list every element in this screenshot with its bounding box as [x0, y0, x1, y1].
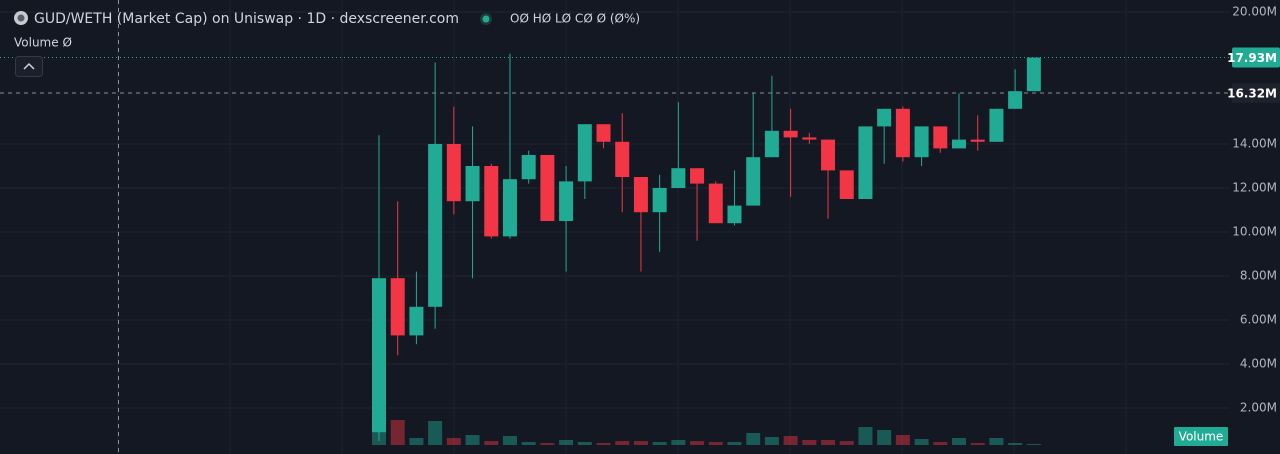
- candle-body: [895, 108, 910, 158]
- candle-body: [858, 126, 873, 199]
- volume-bar: [952, 438, 967, 445]
- chevron-up: [23, 62, 35, 70]
- candle-body: [446, 144, 461, 202]
- collapse-button[interactable]: [15, 56, 43, 77]
- crosshair-price-label: 16.32M: [1227, 86, 1277, 100]
- volume-bar: [1008, 443, 1023, 445]
- last-price-label: 17.93M: [1227, 51, 1277, 65]
- y-tick-label: 12.00M: [1232, 181, 1277, 195]
- volume-bar: [690, 441, 705, 445]
- candle-body: [914, 126, 929, 158]
- candle-body: [821, 139, 836, 171]
- volume-bar: [577, 442, 592, 445]
- chart-title: GUD/WETH (Market Cap) on Uniswap · 1D · …: [34, 11, 459, 27]
- volume-bar: [652, 442, 667, 445]
- volume-bar: [746, 433, 761, 445]
- candle-body: [521, 155, 536, 180]
- candle-body: [933, 126, 948, 149]
- candle-body: [559, 181, 574, 221]
- candle-body: [577, 124, 592, 182]
- volume-bar: [521, 442, 536, 445]
- candle-body: [708, 183, 723, 224]
- ohlc-legend: OØ HØ LØ CØ Ø (Ø%): [510, 12, 640, 26]
- volume-bar: [839, 441, 854, 445]
- candle-body: [1008, 91, 1023, 109]
- candle-body: [783, 130, 798, 138]
- candle-body: [372, 278, 386, 433]
- volume-bar: [596, 443, 611, 445]
- candle-body: [970, 139, 985, 142]
- volume-bar: [727, 442, 742, 445]
- candle-body: [727, 205, 742, 224]
- candle-body: [690, 168, 705, 184]
- y-tick-label: 6.00M: [1240, 313, 1277, 327]
- volume-bar: [764, 437, 779, 445]
- candle-body: [615, 141, 630, 177]
- volume-bar: [1026, 444, 1041, 445]
- volume-bar: [428, 421, 443, 445]
- candle-body: [390, 278, 405, 336]
- volume-bar: [540, 443, 555, 445]
- candle-body: [484, 166, 499, 237]
- candle-body: [540, 155, 555, 221]
- token-icon-inner: [17, 14, 25, 22]
- candle-body: [877, 108, 892, 127]
- volume-bar: [708, 442, 723, 445]
- volume-bar: [783, 436, 798, 445]
- volume-bar: [802, 440, 817, 445]
- volume-bar: [615, 441, 630, 445]
- candle-body: [465, 166, 480, 202]
- crosshair-price-badge: [1232, 82, 1280, 103]
- candle-body: [652, 188, 667, 213]
- volume-legend: Volume Ø: [14, 36, 72, 50]
- volume-bar: [633, 441, 648, 445]
- volume-bar: [877, 430, 892, 445]
- y-tick-label: 2.00M: [1240, 401, 1277, 415]
- volume-bar: [502, 436, 517, 445]
- volume-bar: [390, 420, 405, 445]
- candle-body: [839, 170, 854, 199]
- candle-body: [746, 157, 761, 206]
- volume-bar: [465, 435, 480, 445]
- candle-body: [989, 108, 1004, 142]
- volume-badge: [1174, 427, 1228, 446]
- volume-bar: [484, 441, 499, 445]
- y-tick-label: 8.00M: [1240, 269, 1277, 283]
- volume-bar: [671, 440, 686, 445]
- volume-bar: [858, 427, 873, 445]
- volume-badge-label: Volume: [1179, 430, 1224, 444]
- candle-body: [596, 124, 611, 142]
- volume-bar: [933, 442, 948, 445]
- candle-body: [428, 144, 443, 307]
- volume-bar: [914, 439, 929, 445]
- candle-body: [502, 179, 517, 237]
- candle-body: [802, 137, 817, 140]
- volume-bar: [559, 440, 574, 445]
- candle-body: [409, 306, 424, 336]
- volume-bar: [970, 443, 985, 445]
- y-tick-label: 20.00M: [1232, 5, 1277, 19]
- candle-body: [1026, 57, 1041, 92]
- y-tick-label: 4.00M: [1240, 357, 1277, 371]
- candle-body: [671, 168, 686, 188]
- volume-bar: [989, 438, 1004, 445]
- candle-body: [764, 130, 779, 158]
- y-tick-label: 10.00M: [1232, 225, 1277, 239]
- status-dot: [482, 15, 490, 23]
- last-price-badge: [1232, 47, 1280, 68]
- volume-bar: [821, 440, 836, 445]
- volume-bar: [409, 438, 424, 445]
- candle-body: [633, 177, 648, 213]
- candle-body: [952, 139, 967, 149]
- volume-bar: [895, 435, 910, 445]
- volume-bar: [446, 438, 461, 445]
- y-tick-label: 14.00M: [1232, 137, 1277, 151]
